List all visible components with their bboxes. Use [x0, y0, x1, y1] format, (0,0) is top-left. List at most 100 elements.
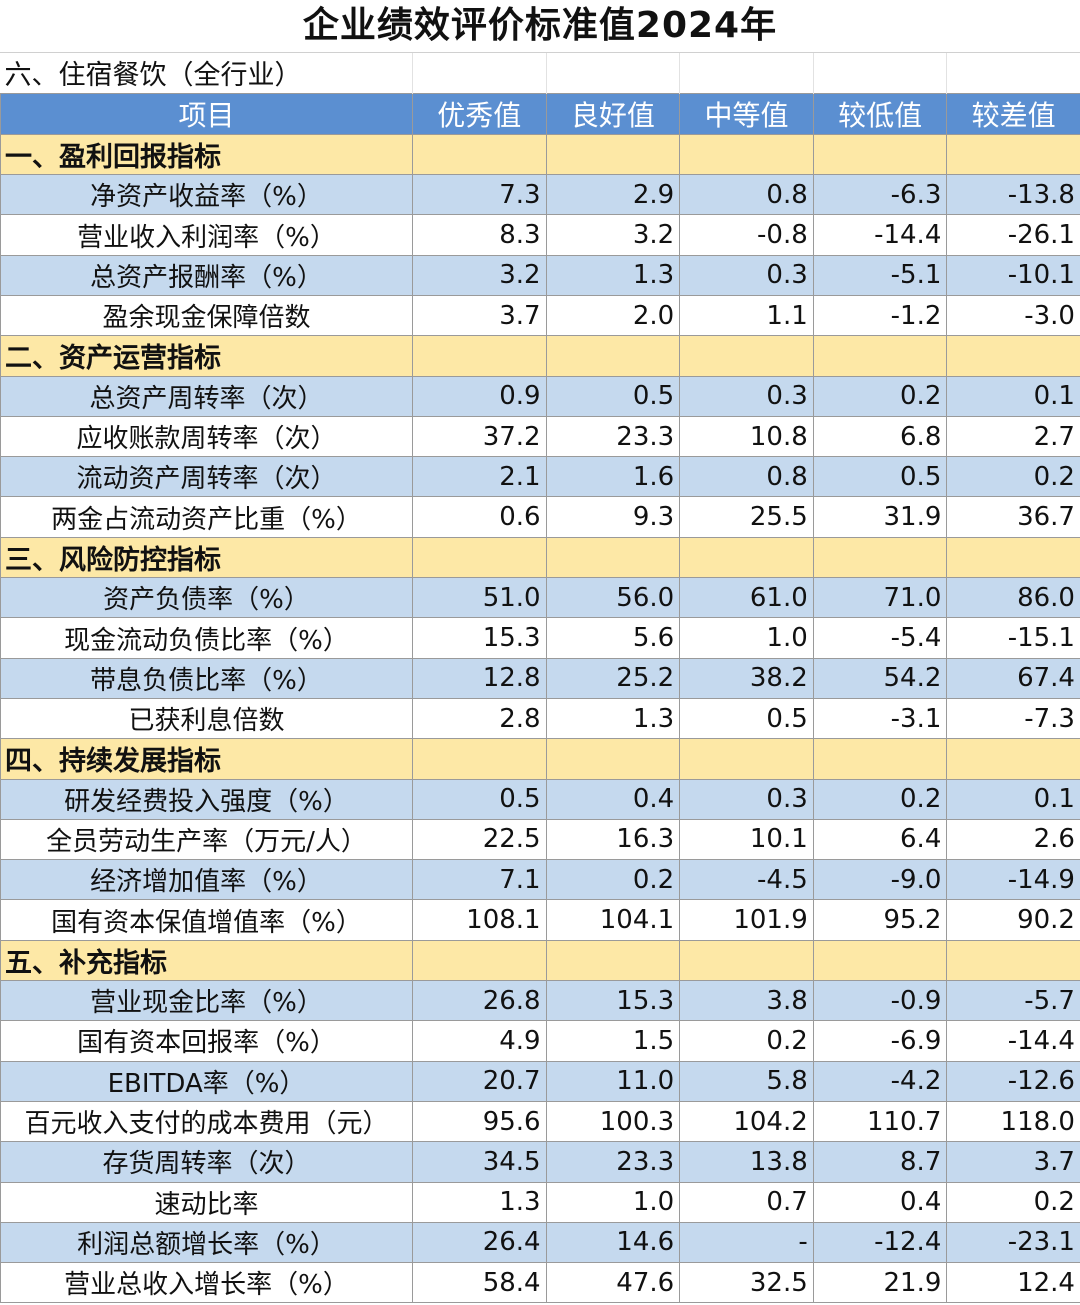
indicator-name: 应收账款周转率（次） — [0, 415, 413, 458]
table-row: 流动资产周转率（次） 2.1 1.6 0.8 0.5 0.2 — [0, 456, 1080, 498]
poor-value: 3.7 — [946, 1141, 1080, 1183]
table-row: 盈余现金保障倍数 3.7 2.0 1.1 -1.2 -3.0 — [0, 294, 1080, 337]
indicator-name: 盈余现金保障倍数 — [0, 294, 413, 337]
page-title: 企业绩效评价标准值2024年 — [0, 0, 1080, 53]
table-row: 资产负债率（%） 51.0 56.0 61.0 71.0 86.0 — [0, 577, 1080, 619]
table-row: 营业总收入增长率（%） 58.4 47.6 32.5 21.9 12.4 — [0, 1262, 1080, 1304]
excellent-value: 15.3 — [412, 617, 547, 659]
poor-value: -7.3 — [946, 697, 1080, 740]
table-row: 百元收入支付的成本费用（元） 95.6 100.3 104.2 110.7 118.0 — [0, 1100, 1080, 1143]
table-row: 总资产周转率（次） 0.9 0.5 0.3 0.2 0.1 — [0, 375, 1080, 417]
poor-value: 86.0 — [946, 577, 1080, 619]
poor-value: 0.1 — [946, 778, 1080, 820]
excellent-value: 7.3 — [412, 174, 547, 216]
section-title: 一、盈利回报指标 — [0, 133, 413, 176]
table-row: 净资产收益率（%） 7.3 2.9 0.8 -6.3 -13.8 — [0, 174, 1080, 216]
excellent-value: 0.6 — [412, 496, 547, 538]
average-value: 104.2 — [679, 1100, 814, 1143]
poor-value: 2.6 — [946, 818, 1080, 861]
good-value: 5.6 — [545, 617, 681, 659]
good-value: 14.6 — [545, 1221, 681, 1264]
section-row: 二、资产运营指标 — [0, 335, 1080, 377]
good-value: 0.2 — [545, 859, 681, 901]
section-row: 一、盈利回报指标 — [0, 133, 1080, 176]
low-value: -12.4 — [812, 1221, 948, 1264]
excellent-value: 26.8 — [412, 980, 547, 1022]
low-value: 110.7 — [812, 1100, 948, 1143]
average-value: 61.0 — [679, 577, 814, 619]
table-row: 利润总额增长率（%） 26.4 14.6- -12.4 -23.1 — [0, 1221, 1080, 1264]
good-value: 47.6 — [545, 1262, 681, 1304]
excellent-value: 2.1 — [412, 456, 547, 498]
average-value: 38.2 — [679, 657, 814, 699]
good-value: 1.5 — [545, 1020, 681, 1062]
indicator-name: 速动比率 — [0, 1181, 413, 1223]
indicator-name: EBITDA率（%） — [0, 1060, 413, 1102]
good-value: 100.3 — [545, 1100, 681, 1143]
table-row: 国有资本回报率（%） 4.9 1.5 0.2 -6.9 -14.4 — [0, 1020, 1080, 1062]
indicator-name: 资产负债率（%） — [0, 577, 413, 619]
excellent-value: 51.0 — [412, 577, 547, 619]
poor-value: 2.7 — [946, 415, 1080, 458]
good-value: 1.3 — [545, 254, 681, 296]
poor-value: 67.4 — [946, 657, 1080, 699]
indicator-name: 两金占流动资产比重（%） — [0, 496, 413, 538]
low-value: -4.2 — [812, 1060, 948, 1102]
excellent-value: 26.4 — [412, 1221, 547, 1264]
industry-subtitle: 六、住宿餐饮（全行业） — [0, 53, 413, 94]
poor-value: -23.1 — [946, 1221, 1080, 1264]
section-row: 三、风险防控指标 — [0, 536, 1080, 579]
poor-value: 36.7 — [946, 496, 1080, 538]
table-row: 国有资本保值增值率（%） 108.1 104.1 101.9 95.2 90.2 — [0, 899, 1080, 941]
excellent-value: 3.2 — [412, 254, 547, 296]
table-row: 营业收入利润率（%） 8.3 3.2 -0.8 -14.4 -26.1 — [0, 214, 1080, 256]
excellent-value: 108.1 — [412, 899, 547, 941]
poor-value: 0.1 — [946, 375, 1080, 417]
indicator-name: 净资产收益率（%） — [0, 174, 413, 216]
header-excellent: 优秀值 — [412, 92, 547, 135]
low-value: -6.3 — [812, 174, 948, 216]
average-value: 0.8 — [679, 174, 814, 216]
indicator-name: 带息负债比率（%） — [0, 657, 413, 699]
table-header-row: 项目 优秀值 良好值 中等值 较低值 较差值 — [0, 92, 1080, 135]
good-value: 2.9 — [545, 174, 681, 216]
indicator-name: 总资产报酬率（%） — [0, 254, 413, 296]
good-value: 0.4 — [545, 778, 681, 820]
average-value: 0.8 — [679, 456, 814, 498]
header-item: 项目 — [0, 92, 413, 135]
excellent-value: 58.4 — [412, 1262, 547, 1304]
low-value: -1.2 — [812, 294, 948, 337]
excellent-value: 20.7 — [412, 1060, 547, 1102]
good-value: 1.3 — [545, 697, 681, 740]
low-value: 0.4 — [812, 1181, 948, 1223]
header-low: 较低值 — [812, 92, 948, 135]
excellent-value: 0.5 — [412, 778, 547, 820]
industry-subtitle-row: 六、住宿餐饮（全行业） — [0, 53, 1080, 94]
excellent-value: 37.2 — [412, 415, 547, 458]
excellent-value: 2.8 — [412, 697, 547, 740]
indicator-name: 已获利息倍数 — [0, 697, 413, 740]
average-value: 0.2 — [679, 1020, 814, 1062]
good-value: 11.0 — [545, 1060, 681, 1102]
excellent-value: 22.5 — [412, 818, 547, 861]
average-value: 13.8 — [679, 1141, 814, 1183]
low-value: -14.4 — [812, 214, 948, 256]
average-value: 0.5 — [679, 697, 814, 740]
indicator-name: 研发经费投入强度（%） — [0, 778, 413, 820]
average-value: - — [679, 1221, 814, 1264]
section-title: 三、风险防控指标 — [0, 536, 413, 579]
poor-value: -10.1 — [946, 254, 1080, 296]
indicator-name: 经济增加值率（%） — [0, 859, 413, 901]
good-value: 23.3 — [545, 1141, 681, 1183]
average-value: -0.8 — [679, 214, 814, 256]
excellent-value: 8.3 — [412, 214, 547, 256]
low-value: 8.7 — [812, 1141, 948, 1183]
header-good: 良好值 — [545, 92, 681, 135]
low-value: 6.8 — [812, 415, 948, 458]
good-value: 25.2 — [545, 657, 681, 699]
excellent-value: 1.3 — [412, 1181, 547, 1223]
low-value: -5.1 — [812, 254, 948, 296]
table-row: 经济增加值率（%） 7.1 0.2 -4.5 -9.0 -14.9 — [0, 859, 1080, 901]
indicator-name: 营业收入利润率（%） — [0, 214, 413, 256]
poor-value: 0.2 — [946, 456, 1080, 498]
